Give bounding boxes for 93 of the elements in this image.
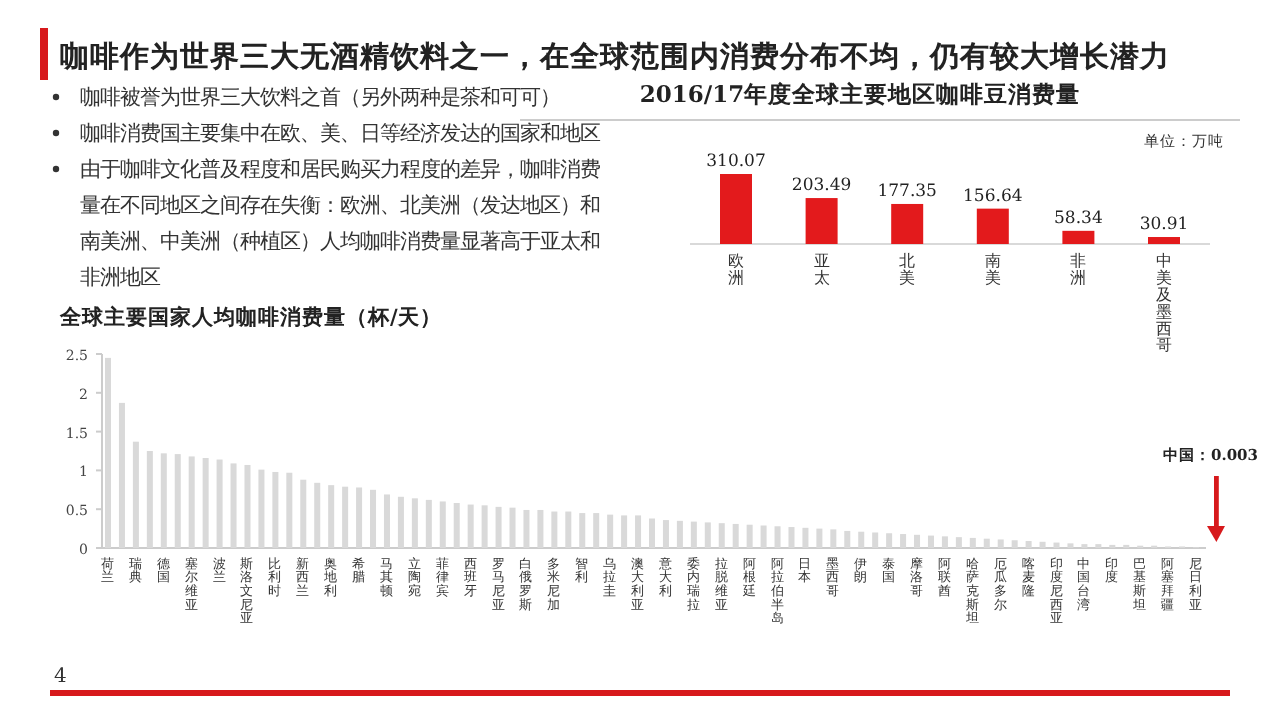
bar [202,457,209,548]
x-tick-label: 南美 [984,252,1001,288]
bar [411,498,418,548]
bar [676,520,683,548]
bar [760,525,767,548]
bar [481,505,488,548]
data-label: 58.34 [1054,208,1103,229]
bar [746,524,753,548]
data-label: 203.49 [791,176,852,197]
bar [216,459,223,548]
text: 咖啡消费国主要集中在欧、美、日等经济发达的国家和地区 [80,122,600,146]
bar [551,511,558,548]
bar [997,539,1004,548]
bar [593,513,600,548]
bar [704,522,711,548]
bar [844,530,851,548]
bar [383,494,390,548]
bar [258,469,265,548]
bar [858,531,865,548]
bar [1062,230,1095,244]
x-tick-label: 非洲 [1070,252,1087,288]
chart-title: 全球主要国家人均咖啡消费量（杯/天） [58,304,442,330]
x-tick-label: 亚太 [813,252,830,288]
bar [272,471,279,548]
bar [537,509,544,548]
bar [816,528,823,548]
bar [662,520,669,548]
bar [174,454,181,548]
bar [467,504,474,548]
x-tick-label: 北美 [899,252,916,288]
bar [891,203,924,244]
bar [1011,540,1018,548]
bar [914,534,921,548]
bar [788,527,795,548]
text: 4 [54,666,67,688]
bar [342,486,349,548]
bar [439,501,446,548]
bar [983,538,990,548]
bar [805,198,838,244]
bar [900,534,907,548]
data-label: 177.35 [877,181,937,202]
bar [160,453,167,548]
bar [635,515,642,548]
bar [774,526,781,548]
bar [1148,237,1180,244]
bar [720,174,752,244]
bar [244,464,251,548]
bar [621,515,628,548]
bar [188,456,195,548]
bar [356,487,363,548]
text: 咖啡作为世界三大无酒精饮料之一，在全球范围内消费分布不均，仍有较大增长潜力 [60,38,1170,74]
x-tick-label: 中美及墨西哥 [1156,252,1172,355]
text: 由于咖啡文化普及程度和居民购买力程度的差异，咖啡消费量在不同地区之间存在失衡：欧洲、北美洲（发达地区）和南美洲、中美洲（种植区）人均咖啡消费量显著高于亚太和非洲地区 [80,158,600,290]
bar [976,208,1009,244]
bar [314,482,321,548]
bar [328,485,335,548]
bar [300,479,307,548]
bar [1025,541,1032,548]
text: 咖啡被誉为世界三大饮料之首（另外两种是茶和可可） [80,86,560,110]
bar [453,502,460,548]
bar [886,533,893,548]
bar [830,529,837,548]
data-label: 156.64 [963,186,1023,207]
bar [1053,542,1060,548]
bar [523,509,530,548]
bar [718,523,725,548]
bar [872,532,879,548]
bar [955,537,962,548]
bar [802,527,809,548]
bar [565,511,572,548]
chart-title: 2016/17年度全球主要地区咖啡豆消费量 [639,80,1081,108]
bar [927,535,934,548]
bar [579,513,586,548]
data-label: 310.07 [706,152,766,172]
bar [509,507,516,548]
bar [425,499,432,548]
bar [941,536,948,548]
bar [370,489,377,548]
bar [146,451,153,548]
bar [118,402,125,548]
bar [1039,541,1046,548]
bar [607,514,614,548]
bar [495,506,502,548]
x-tick-label: 欧洲 [728,252,744,288]
bar [649,518,655,548]
bar [230,463,237,548]
data-label: 30.91 [1139,215,1189,236]
bar [397,496,404,548]
bar [690,521,697,548]
bar [969,537,976,548]
bar [286,472,293,548]
bar [132,441,139,548]
bar [732,523,739,548]
